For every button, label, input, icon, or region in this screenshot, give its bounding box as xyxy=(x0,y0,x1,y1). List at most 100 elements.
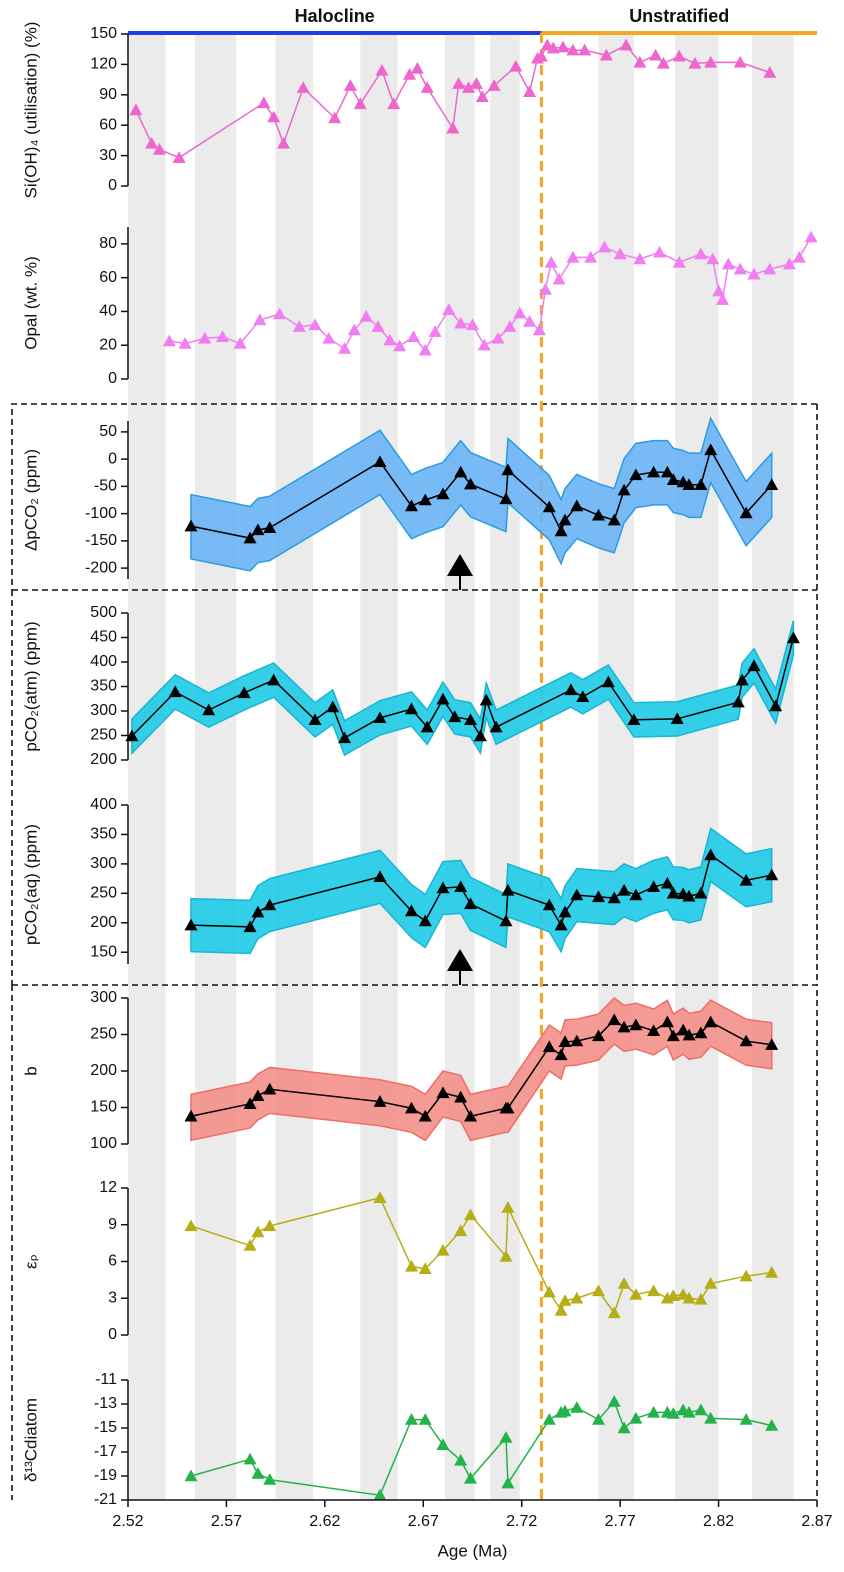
marker xyxy=(763,262,777,275)
y-tick-label: -19 xyxy=(94,1467,117,1484)
marker xyxy=(544,255,558,268)
y-tick-label: 12 xyxy=(99,1179,117,1196)
marker xyxy=(591,890,605,903)
y-tick-label: 40 xyxy=(99,303,117,320)
marker xyxy=(418,1413,432,1425)
y-tick-label: -13 xyxy=(94,1395,117,1412)
y-tick-label: 500 xyxy=(90,604,117,621)
marker xyxy=(373,870,387,883)
marker xyxy=(383,333,397,346)
marker xyxy=(442,303,456,315)
y-tick-label: 30 xyxy=(99,147,117,164)
y-tick-label: 150 xyxy=(90,943,117,960)
dashed-box xyxy=(11,403,818,1500)
marker xyxy=(243,531,257,544)
marker xyxy=(739,1269,753,1282)
marker xyxy=(627,713,641,726)
y-tick-label: 350 xyxy=(90,678,117,695)
marker xyxy=(489,720,503,733)
marker xyxy=(373,1191,387,1203)
marker xyxy=(682,1405,696,1418)
marker xyxy=(653,245,667,258)
marker xyxy=(473,729,487,742)
marker xyxy=(454,880,468,893)
marker xyxy=(647,1284,661,1297)
marker xyxy=(464,713,478,726)
y-tick-label: 20 xyxy=(99,336,117,353)
marker xyxy=(554,918,568,931)
marker xyxy=(184,1109,198,1122)
marker xyxy=(375,63,389,76)
marker xyxy=(326,700,340,713)
marker xyxy=(704,848,718,861)
marker xyxy=(523,85,537,97)
x-tick-label: 2.82 xyxy=(703,1513,734,1530)
marker xyxy=(162,334,176,347)
shaded-interval xyxy=(752,34,794,1500)
marker xyxy=(464,477,478,490)
x-tick-label: 2.57 xyxy=(211,1513,242,1530)
marker xyxy=(403,68,417,80)
marker xyxy=(436,692,450,705)
marker xyxy=(576,690,590,702)
marker xyxy=(454,1453,468,1466)
y-tick-label: 80 xyxy=(99,235,117,252)
marker xyxy=(296,81,310,93)
y-tick-label: -17 xyxy=(94,1443,117,1460)
marker xyxy=(591,1029,605,1042)
y-tick-label: -50 xyxy=(94,478,117,495)
shaded-interval xyxy=(490,34,520,1500)
y-tick-label: 9 xyxy=(108,1216,117,1233)
marker xyxy=(554,1304,568,1316)
shading-layer xyxy=(128,34,794,1500)
shaded-interval xyxy=(275,34,314,1500)
marker xyxy=(660,465,674,478)
marker xyxy=(145,136,159,149)
marker xyxy=(243,920,257,933)
marker xyxy=(617,1277,631,1289)
marker xyxy=(556,40,570,53)
marker xyxy=(558,513,572,526)
marker xyxy=(509,59,523,72)
uncertainty-band xyxy=(131,620,795,757)
y-axis-label: ΔpCO₂ (ppm) xyxy=(21,449,40,551)
marker xyxy=(666,1407,680,1419)
marker xyxy=(672,255,686,268)
marker xyxy=(338,342,352,354)
marker xyxy=(257,96,271,109)
marker xyxy=(436,1438,450,1450)
marker xyxy=(534,49,548,62)
marker xyxy=(570,1034,584,1047)
y-axis-label: pCO₂(aq) (ppm) xyxy=(21,824,40,945)
marker xyxy=(233,337,247,349)
marker xyxy=(202,703,216,716)
marker xyxy=(469,77,483,89)
regime-label: Halocline xyxy=(295,6,375,26)
marker xyxy=(406,330,420,342)
marker xyxy=(464,897,478,910)
marker xyxy=(584,250,598,263)
marker xyxy=(436,881,450,894)
marker xyxy=(704,55,718,68)
uncertainty-band xyxy=(190,827,773,955)
marker xyxy=(558,905,572,918)
marker xyxy=(410,61,424,74)
marker xyxy=(343,79,357,91)
marker xyxy=(619,38,633,51)
marker xyxy=(554,1048,568,1061)
marker xyxy=(373,711,387,724)
marker xyxy=(672,49,686,62)
x-tick-label: 2.62 xyxy=(309,1513,340,1530)
marker xyxy=(308,713,322,726)
marker xyxy=(682,1291,696,1304)
marker xyxy=(763,66,777,78)
marker xyxy=(491,331,505,344)
marker xyxy=(436,487,450,500)
marker xyxy=(373,1488,387,1501)
marker xyxy=(735,673,749,686)
marker xyxy=(503,320,517,332)
marker xyxy=(501,883,515,896)
marker xyxy=(599,48,613,61)
marker xyxy=(804,230,818,243)
